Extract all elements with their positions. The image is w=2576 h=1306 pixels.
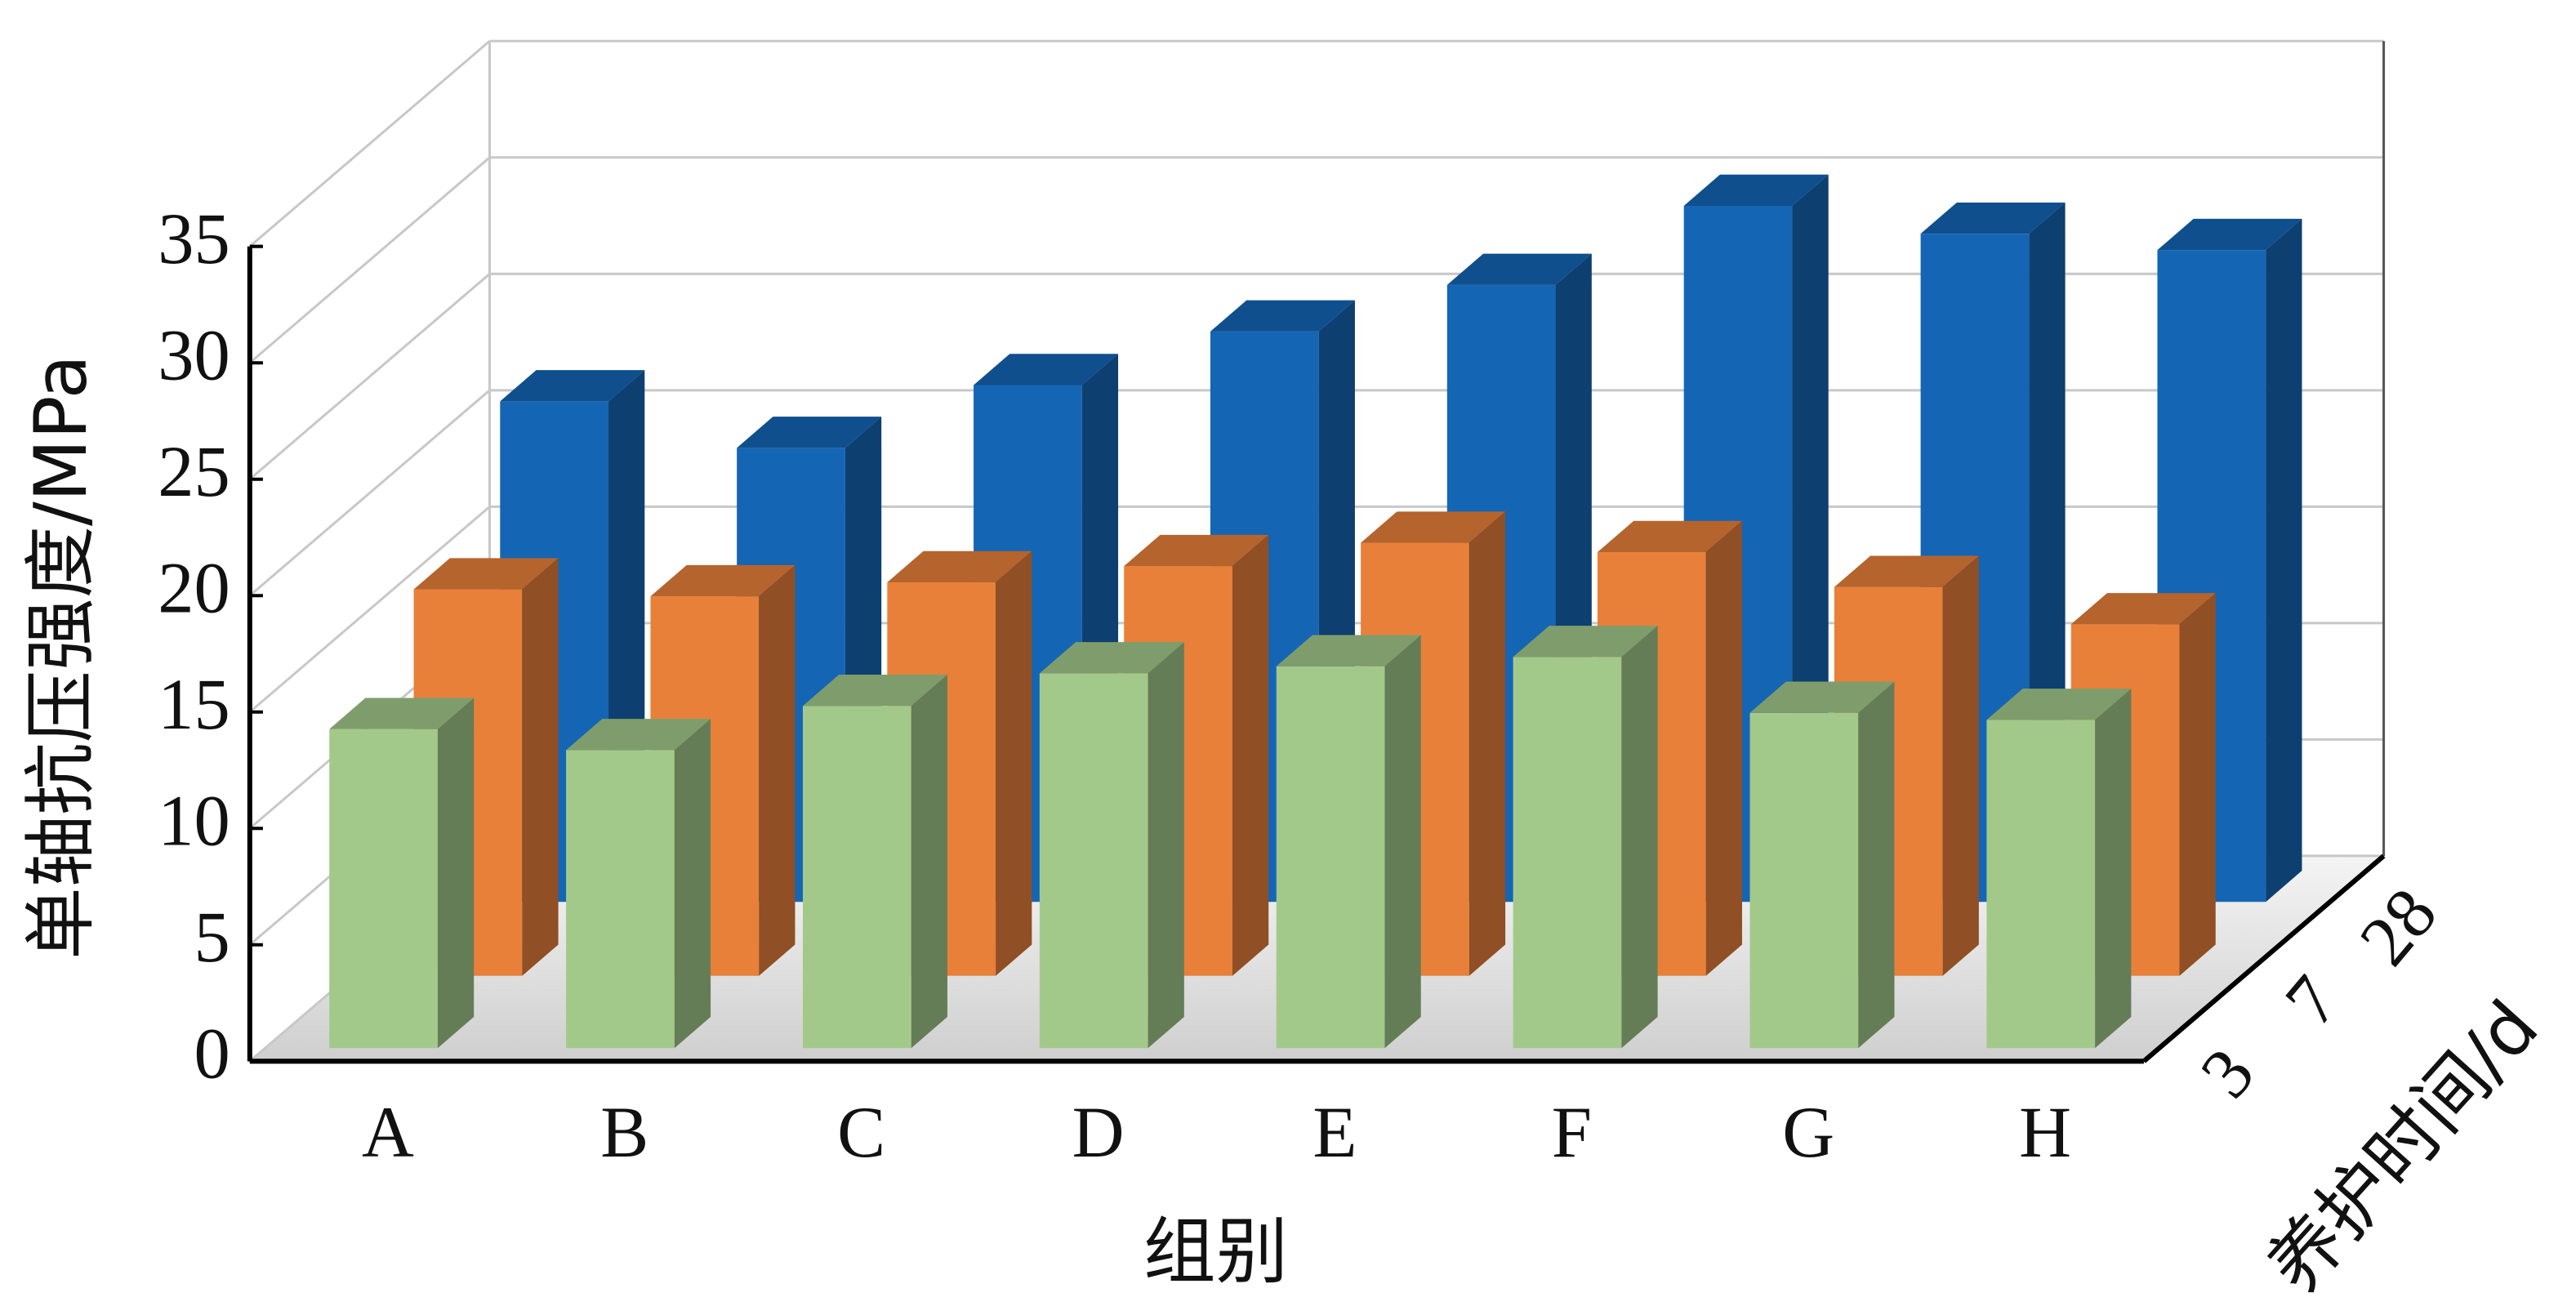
bar-top (650, 564, 796, 597)
bar-side (1232, 534, 1269, 976)
bar-side (1705, 520, 1742, 976)
bar-top (1361, 511, 1506, 543)
bar-top (1834, 555, 1979, 587)
y-tick-label: 0 (194, 1014, 230, 1094)
bar (1749, 712, 1859, 1049)
bar-side (1468, 511, 1506, 976)
x-tick-label: B (600, 1093, 648, 1173)
z-tick-label: 3 (2186, 1033, 2271, 1112)
bar-side (1621, 626, 1658, 1049)
bar-top (1210, 300, 1355, 332)
bar-top (1513, 626, 1658, 657)
bar-side (2179, 593, 2216, 976)
grid-line (248, 156, 491, 364)
bar-top (413, 558, 559, 590)
grid-line (248, 40, 491, 247)
grid-line (248, 506, 491, 713)
bar-top (1920, 202, 2066, 234)
y-axis-label: 单轴抗压强度/MPa (19, 354, 103, 960)
bar-top (1446, 253, 1592, 285)
bar (1276, 666, 1385, 1049)
bar (1986, 720, 2096, 1049)
bar-top (737, 417, 882, 448)
y-tick-label: 25 (158, 432, 230, 512)
bar-side (1148, 642, 1184, 1049)
bar-top (1597, 520, 1742, 552)
bar-top (1749, 681, 1895, 713)
x-tick-label: A (362, 1093, 414, 1173)
bar (1039, 673, 1148, 1049)
x-tick-label: F (1552, 1093, 1592, 1173)
bar-side (437, 698, 475, 1049)
bar-top (1039, 642, 1184, 674)
y-tick-label: 10 (158, 782, 230, 862)
bar-side (1384, 635, 1421, 1049)
bar-side (1858, 681, 1895, 1049)
bar-top (1124, 534, 1269, 567)
bar-side (1942, 555, 1979, 976)
bar-top (566, 719, 711, 751)
x-tick-label: E (1313, 1093, 1357, 1173)
grid-line (248, 273, 491, 480)
bar-side (759, 564, 796, 976)
bar-top (802, 675, 947, 706)
bar-top (500, 370, 645, 402)
bar-top (1986, 689, 2132, 720)
y-tick-label: 35 (158, 199, 230, 279)
bar-side (522, 558, 559, 976)
bar-top (1683, 174, 1829, 206)
y-tick-label: 15 (158, 665, 230, 745)
x-tick-label: C (837, 1093, 885, 1173)
bar-side (2266, 218, 2302, 903)
z-axis-label: 养护时间/d (2252, 985, 2555, 1306)
y-tick-label: 30 (158, 316, 230, 396)
x-tick-label: H (2019, 1093, 2071, 1173)
bar-side (2095, 689, 2132, 1049)
bar-side (996, 550, 1032, 976)
bar-top (2157, 218, 2302, 251)
bar (802, 706, 911, 1049)
bar-top (329, 698, 475, 729)
grid-line (248, 389, 491, 597)
bar (566, 750, 675, 1049)
x-axis-label: 组别 (1143, 1210, 1288, 1294)
bar-top (1276, 635, 1421, 666)
bar-top (2070, 593, 2216, 625)
y-tick-label: 20 (158, 549, 230, 629)
z-tick-label: 28 (2345, 873, 2453, 980)
bar-side (674, 719, 711, 1049)
z-tick-label: 7 (2270, 961, 2355, 1041)
bar (329, 729, 438, 1049)
bar-top (887, 550, 1032, 583)
x-tick-label: D (1072, 1093, 1125, 1173)
bar (1513, 657, 1622, 1049)
bar-side (911, 675, 947, 1049)
y-tick-label: 5 (194, 898, 230, 978)
x-tick-label: G (1782, 1093, 1834, 1173)
z-axis (2141, 854, 2386, 1063)
bar-top (974, 354, 1119, 386)
